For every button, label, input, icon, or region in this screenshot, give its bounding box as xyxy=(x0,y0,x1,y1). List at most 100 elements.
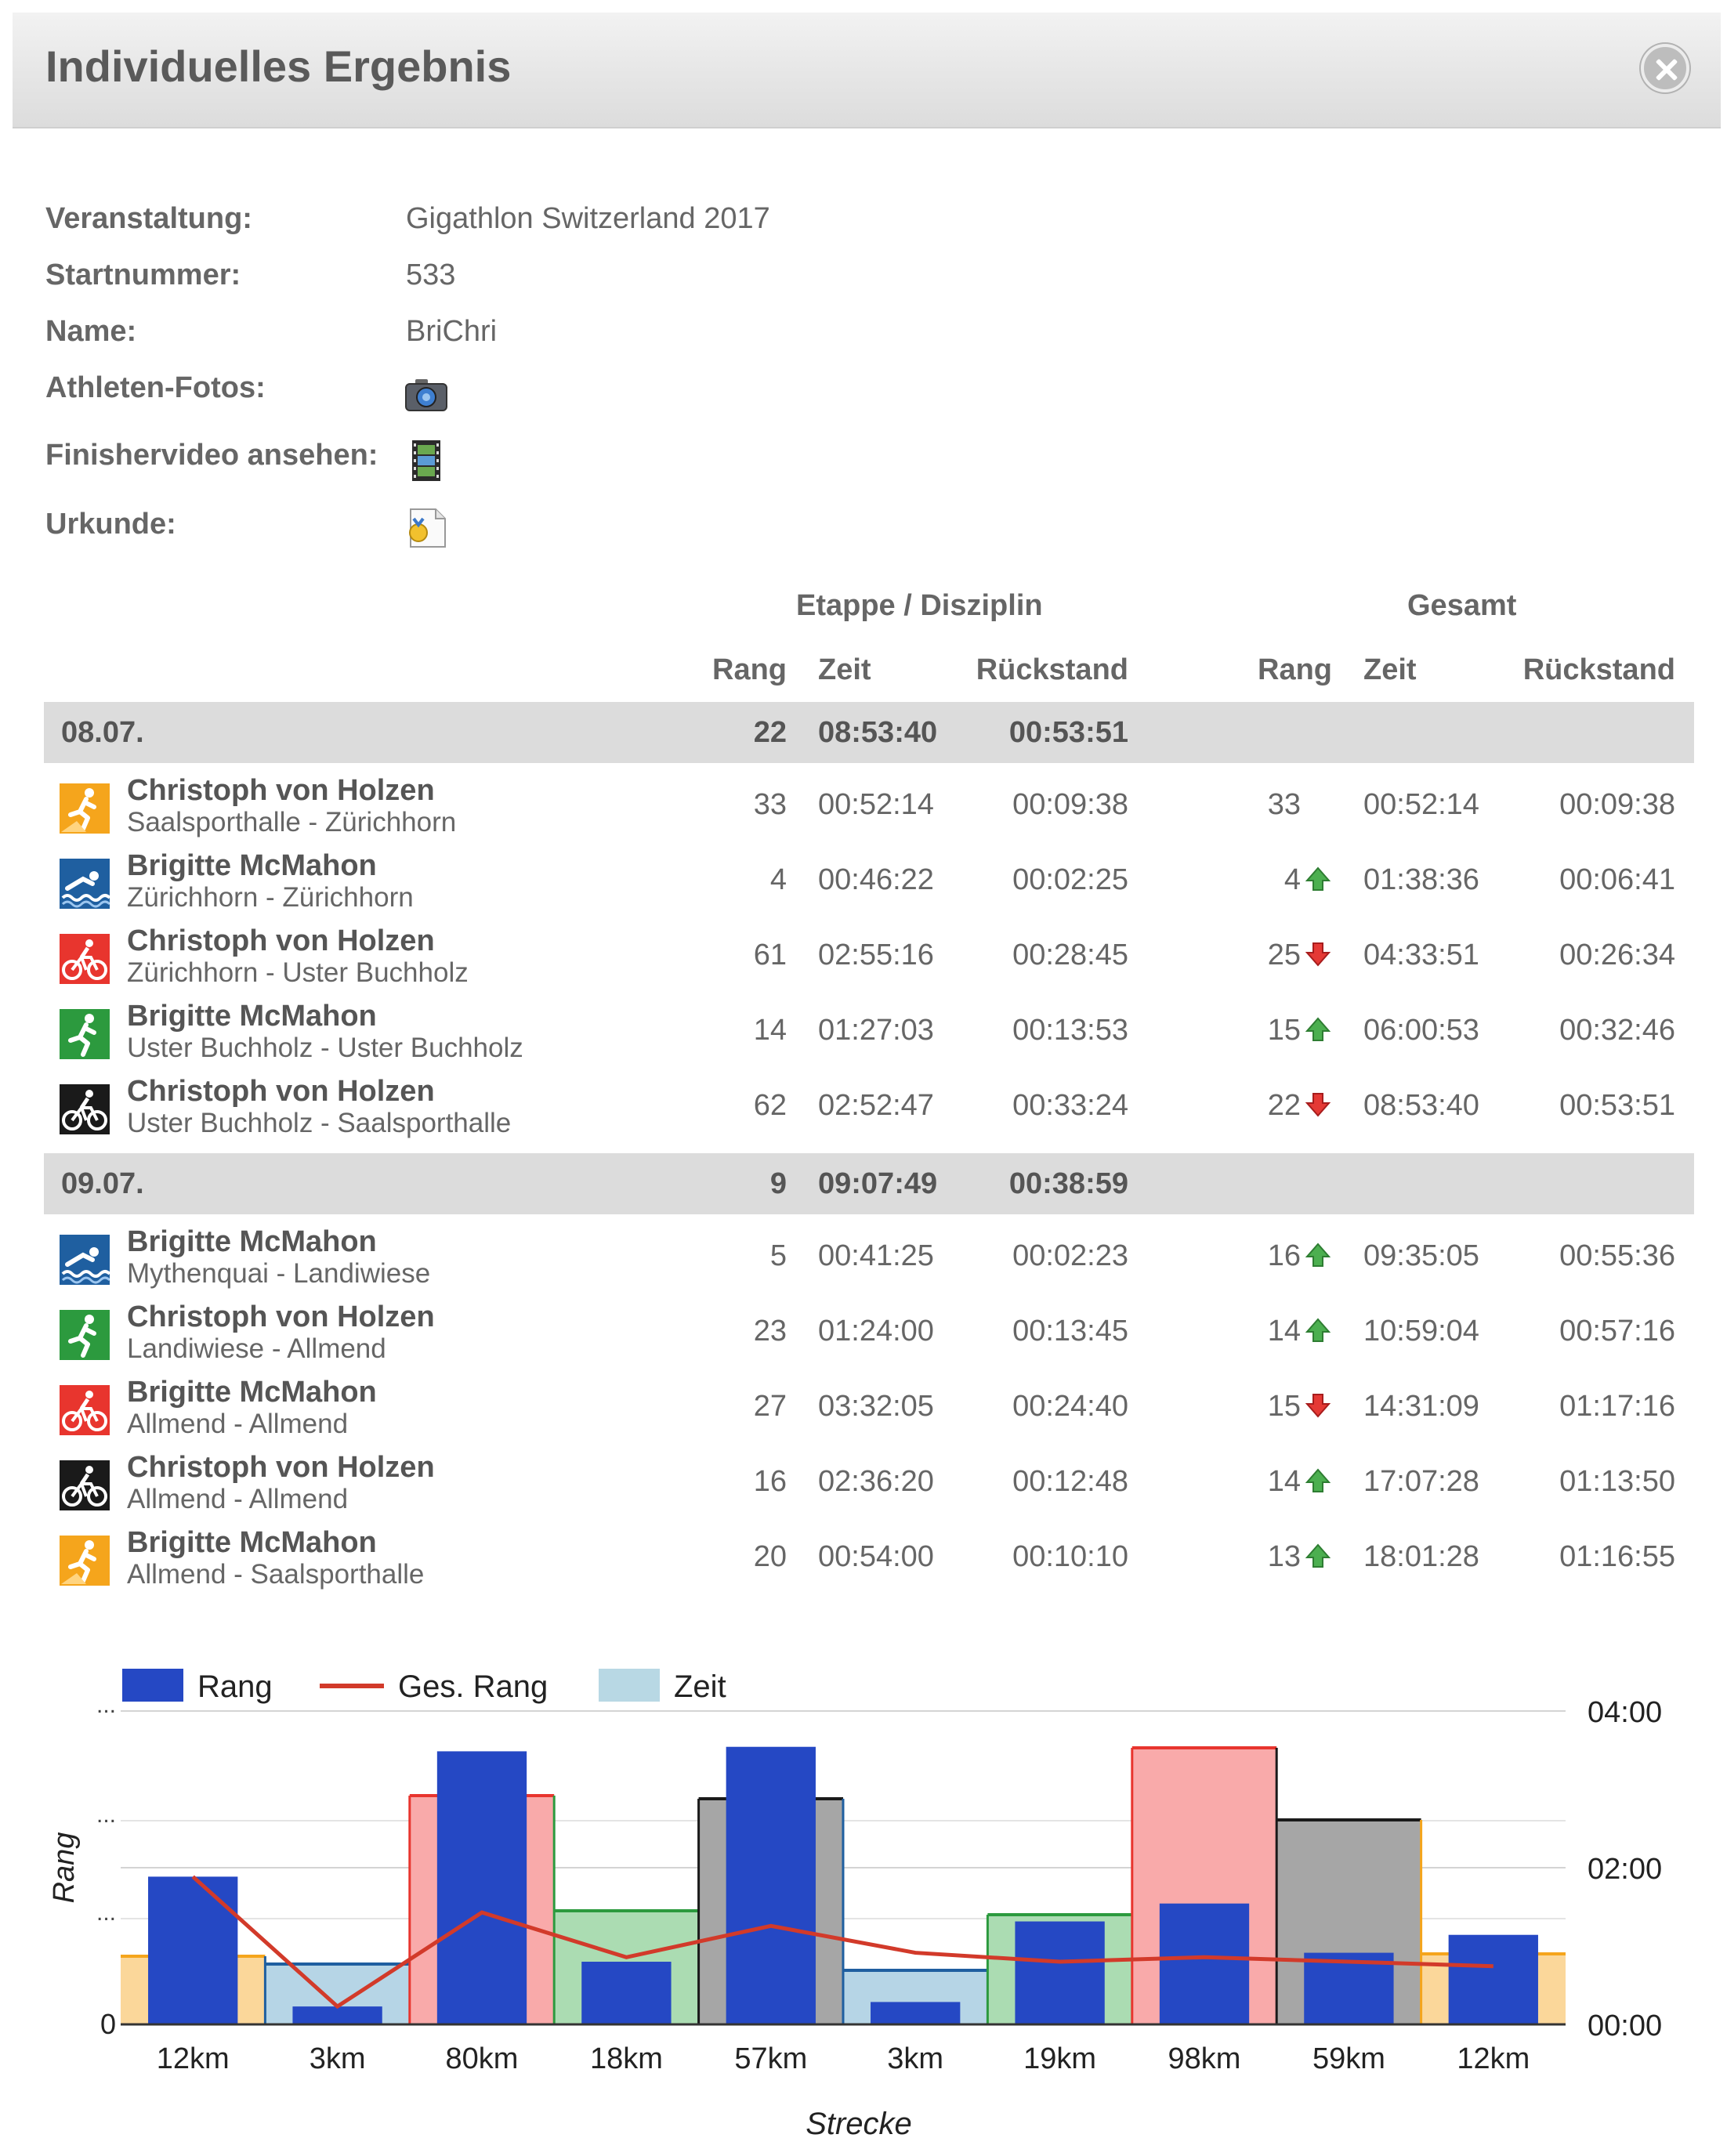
x-tick-label: 98km xyxy=(1168,2042,1241,2075)
panel-title: Individuelles Ergebnis xyxy=(45,42,512,91)
camera-icon[interactable] xyxy=(404,374,448,414)
mountain-bike-icon xyxy=(60,1084,110,1134)
event-label: Veranstaltung: xyxy=(45,202,252,235)
rank-bar xyxy=(1015,1921,1105,2024)
stage-gap: 00:12:48 xyxy=(1012,1465,1128,1498)
run-icon xyxy=(60,1310,110,1360)
trend-up-icon xyxy=(1304,1316,1332,1344)
athlete-name: Brigitte McMahon xyxy=(127,849,377,882)
x-tick-label: 59km xyxy=(1312,2042,1385,2075)
photos-label: Athleten-Fotos: xyxy=(45,371,266,404)
swim-icon xyxy=(60,859,111,909)
stage-rank: 27 xyxy=(753,1390,787,1423)
stage-gap: 00:13:45 xyxy=(1012,1315,1128,1348)
total-group-header: Gesamt xyxy=(1407,589,1517,622)
total-time: 01:38:36 xyxy=(1363,863,1479,896)
day-row: 08.07. 22 08:53:40 00:53:51 xyxy=(44,702,1694,763)
total-time: 04:33:51 xyxy=(1363,939,1479,971)
stage-route: Zürichhorn - Zürichhorn xyxy=(127,882,414,913)
y-left-tick-label: ... xyxy=(96,1900,116,1926)
close-icon[interactable] xyxy=(1641,44,1689,92)
stage-time: 02:55:16 xyxy=(818,939,934,971)
results-chart: 12km 3km 80km 18km 57km 3km 19km 98km 59km 12km 0.… xyxy=(48,1669,1662,2141)
stage-rank: 4 xyxy=(769,863,787,896)
trend-up-icon xyxy=(1304,1241,1332,1269)
total-time: 10:59:04 xyxy=(1363,1315,1479,1348)
rank-bar xyxy=(871,2002,961,2024)
day-gap: 00:53:51 xyxy=(1008,716,1128,749)
run-mountain-icon xyxy=(60,783,110,834)
stage-route: Zürichhorn - Uster Buchholz xyxy=(127,957,469,988)
total-rank-header: Rang xyxy=(1258,653,1332,686)
total-rank: 14 xyxy=(1267,1315,1301,1348)
stage-route: Uster Buchholz - Uster Buchholz xyxy=(127,1033,523,1063)
stage-row[interactable]: Brigitte McMahon Allmend - Allmend 27 03:32… xyxy=(0,1376,1727,1451)
stage-rank: 23 xyxy=(753,1315,787,1348)
stage-row[interactable]: Christoph von Holzen Landiwiese - Allmend… xyxy=(0,1300,1727,1376)
stage-group-header: Etappe / Disziplin xyxy=(796,589,1043,622)
stage-time: 00:41:25 xyxy=(818,1239,934,1272)
stage-row[interactable]: Christoph von Holzen Zürichhorn - Uster B… xyxy=(0,924,1727,1000)
name-value: BriChri xyxy=(406,315,498,348)
x-axis-title: Strecke xyxy=(806,2107,912,2141)
stage-gap: 00:09:38 xyxy=(1012,788,1128,821)
athlete-name: Brigitte McMahon xyxy=(127,1526,377,1559)
stage-gap: 00:02:25 xyxy=(1012,863,1128,896)
total-gap: 00:32:46 xyxy=(1559,1014,1675,1047)
trend-up-icon xyxy=(1304,1467,1332,1495)
total-rank: 4 xyxy=(1283,863,1301,896)
stage-row[interactable]: Brigitte McMahon Zürichhorn - Zürichhorn 4… xyxy=(0,849,1727,924)
x-tick-label: 57km xyxy=(734,2042,807,2075)
stage-gap-header: Rückstand xyxy=(976,653,1128,686)
total-rank: 25 xyxy=(1267,939,1301,971)
stage-time: 01:27:03 xyxy=(818,1014,934,1047)
total-time: 06:00:53 xyxy=(1363,1014,1479,1047)
stage-rank-header: Rang xyxy=(712,653,787,686)
total-gap: 00:53:51 xyxy=(1559,1089,1675,1122)
trend-up-icon xyxy=(1304,1542,1332,1570)
y-left-tick-label: 0 xyxy=(100,2008,116,2040)
total-time: 18:01:28 xyxy=(1363,1540,1479,1573)
stage-time: 02:52:47 xyxy=(818,1089,934,1122)
y-left-tick-label: ... xyxy=(96,1692,116,1718)
stage-time: 02:36:20 xyxy=(818,1465,934,1498)
stage-rank: 62 xyxy=(753,1089,787,1122)
trend-down-icon xyxy=(1304,1091,1332,1119)
stage-row[interactable]: Brigitte McMahon Mythenquai - Landiwiese 5… xyxy=(0,1225,1727,1300)
certificate-label: Urkunde: xyxy=(45,508,176,541)
stage-gap: 00:02:23 xyxy=(1012,1239,1128,1272)
film-icon[interactable] xyxy=(404,439,448,481)
event-value: Gigathlon Switzerland 2017 xyxy=(406,202,770,235)
bib-label: Startnummer: xyxy=(45,259,241,291)
stage-time: 00:54:00 xyxy=(818,1540,934,1573)
stage-row[interactable]: Brigitte McMahon Uster Buchholz - Uster B… xyxy=(0,1000,1727,1075)
stage-rank: 33 xyxy=(753,788,787,821)
total-gap: 00:26:34 xyxy=(1559,939,1675,971)
stage-route: Mythenquai - Landiwiese xyxy=(127,1258,431,1289)
rank-bar xyxy=(726,1746,816,2024)
legend-time-label: Zeit xyxy=(674,1669,726,1704)
stage-row[interactable]: Christoph von Holzen Saalsporthalle - Zür… xyxy=(0,774,1727,849)
athlete-name: Brigitte McMahon xyxy=(127,1000,377,1033)
total-rank-line xyxy=(191,1875,1493,2009)
x-tick-label: 3km xyxy=(887,2042,943,2075)
run-icon xyxy=(60,1009,110,1059)
rank-bar xyxy=(581,1962,672,2024)
rank-bar xyxy=(148,1876,238,2024)
rank-bar xyxy=(1304,1952,1394,2024)
stage-row[interactable]: Brigitte McMahon Allmend - Saalsporthalle… xyxy=(0,1526,1727,1601)
total-rank: 15 xyxy=(1267,1014,1301,1047)
stage-row[interactable]: Christoph von Holzen Allmend - Allmend 16 0… xyxy=(0,1451,1727,1526)
stage-gap: 00:24:40 xyxy=(1012,1390,1128,1423)
total-gap: 01:16:55 xyxy=(1559,1540,1675,1573)
certificate-icon[interactable] xyxy=(404,506,448,548)
stage-row[interactable]: Christoph von Holzen Uster Buchholz - Saa… xyxy=(0,1075,1727,1150)
day-rank: 9 xyxy=(769,1167,787,1200)
day-gap: 00:38:59 xyxy=(1008,1167,1128,1200)
total-rank: 22 xyxy=(1267,1089,1301,1122)
day-time: 09:07:49 xyxy=(818,1167,938,1200)
total-rank: 14 xyxy=(1267,1465,1301,1498)
mountain-bike-icon xyxy=(60,1460,110,1510)
legend-rang-label: Rang xyxy=(197,1669,273,1704)
